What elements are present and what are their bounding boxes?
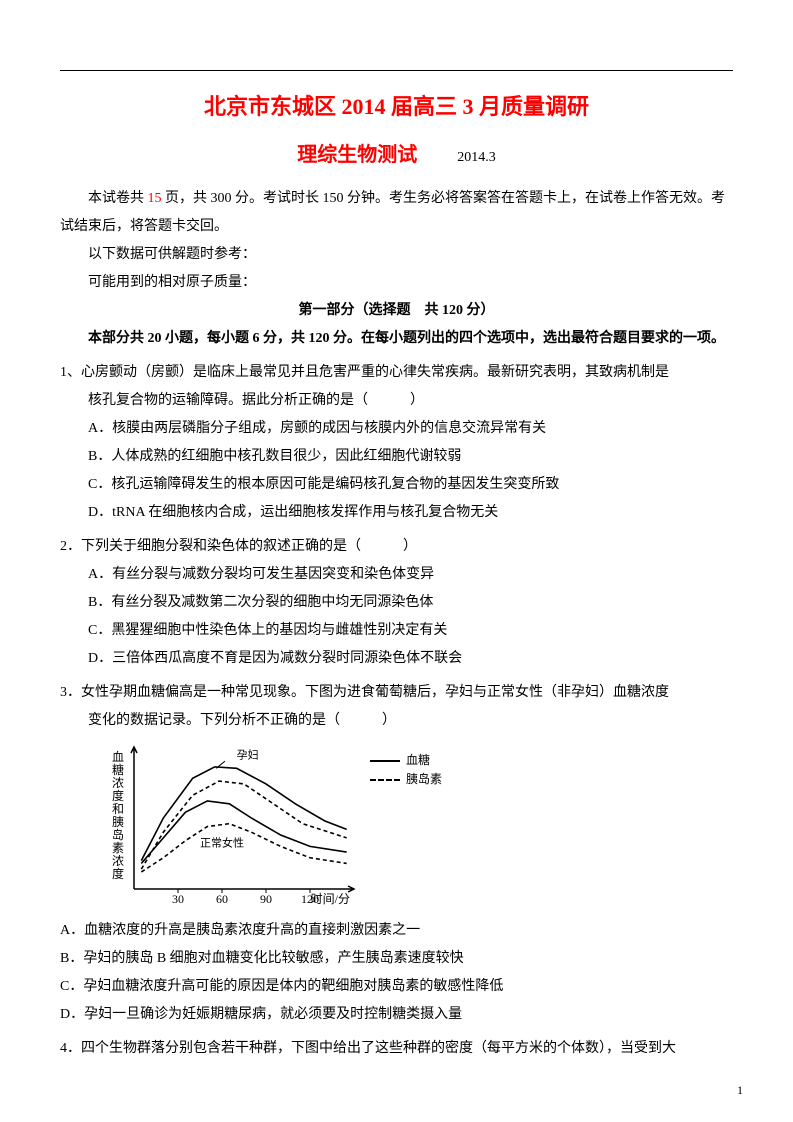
exam-page: 北京市东城区 2014 届高三 3 月质量调研 理综生物测试 2014.3 本试… <box>0 0 793 1122</box>
legend-solid-label: 血糖 <box>406 751 430 770</box>
legend-solid-row: 血糖 <box>370 751 442 770</box>
question-2: 2．下列关于细胞分裂和染色体的叙述正确的是（ ） A．有丝分裂与减数分裂均可发生… <box>60 533 733 673</box>
svg-text:浓: 浓 <box>112 854 124 868</box>
section-instruction: 本部分共 20 小题，每小题 6 分，共 120 分。在每小题列出的四个选项中，… <box>60 325 733 353</box>
svg-text:糖: 糖 <box>112 762 124 777</box>
q3-chart: 306090120时间/分血糖浓度和胰岛素浓度孕妇正常女性 血糖 胰岛素 <box>100 741 733 911</box>
svg-text:时间/分: 时间/分 <box>311 892 350 906</box>
intro-line-1: 本试卷共 15 页，共 300 分。考试时长 150 分钟。考生务必将答案答在答… <box>60 185 733 241</box>
q2-option-a: A．有丝分裂与减数分裂均可发生基因突变和染色体变异 <box>60 561 733 589</box>
svg-text:度: 度 <box>112 788 124 803</box>
intro-1-red: 15 <box>148 191 162 206</box>
q3-option-c: C．孕妇血糖浓度升高可能的原因是体内的靶细胞对胰岛素的敏感性降低 <box>60 973 733 1001</box>
svg-text:60: 60 <box>216 892 228 906</box>
svg-text:度: 度 <box>112 866 124 881</box>
page-number: 1 <box>737 1078 743 1102</box>
intro-1-pre: 本试卷共 <box>88 191 148 206</box>
q1-stem-1: 1、心房颤动（房颤）是临床上最常见并且危害严重的心律失常疾病。最新研究表明，其致… <box>60 359 733 387</box>
q2-option-b: B．有丝分裂及减数第二次分裂的细胞中均无同源染色体 <box>60 589 733 617</box>
q1-option-c: C．核孔运输障碍发生的根本原因可能是编码核孔复合物的基因发生突变所致 <box>60 471 733 499</box>
svg-text:血: 血 <box>112 750 124 764</box>
section-heading: 第一部分（选择题 共 120 分） <box>60 297 733 325</box>
svg-text:胰: 胰 <box>112 815 124 829</box>
top-rule <box>60 70 733 71</box>
legend-dash-line <box>370 779 400 781</box>
sub-title: 理综生物测试 <box>297 135 417 175</box>
q2-option-c: C．黑猩猩细胞中性染色体上的基因均与雌雄性别决定有关 <box>60 617 733 645</box>
q4-stem: 4．四个生物群落分别包含若干种群，下图中给出了这些种群的密度（每平方米的个体数）… <box>60 1035 733 1063</box>
svg-text:30: 30 <box>172 892 184 906</box>
question-1: 1、心房颤动（房颤）是临床上最常见并且危害严重的心律失常疾病。最新研究表明，其致… <box>60 359 733 527</box>
q1-stem-2: 核孔复合物的运输障碍。据此分析正确的是（ ） <box>60 387 733 415</box>
subtitle-row: 理综生物测试 2014.3 <box>60 135 733 175</box>
q3-stem-2: 变化的数据记录。下列分析不正确的是（ ） <box>60 707 733 735</box>
q3-option-b: B．孕妇的胰岛 B 细胞对血糖变化比较敏感，产生胰岛素速度较快 <box>60 945 733 973</box>
q3-stem-1: 3．女性孕期血糖偏高是一种常见现象。下图为进食葡萄糖后，孕妇与正常女性（非孕妇）… <box>60 679 733 707</box>
svg-text:和: 和 <box>112 802 124 816</box>
question-3-options: A．血糖浓度的升高是胰岛素浓度升高的直接刺激因素之一 B．孕妇的胰岛 B 细胞对… <box>60 917 733 1029</box>
q1-option-d: D．tRNA 在细胞核内合成，运出细胞核发挥作用与核孔复合物无关 <box>60 499 733 527</box>
q2-stem: 2．下列关于细胞分裂和染色体的叙述正确的是（ ） <box>60 533 733 561</box>
question-3: 3．女性孕期血糖偏高是一种常见现象。下图为进食葡萄糖后，孕妇与正常女性（非孕妇）… <box>60 679 733 735</box>
legend-dash-label: 胰岛素 <box>406 770 442 789</box>
svg-text:正常女性: 正常女性 <box>200 835 244 849</box>
q3-option-a: A．血糖浓度的升高是胰岛素浓度升高的直接刺激因素之一 <box>60 917 733 945</box>
line-chart: 306090120时间/分血糖浓度和胰岛素浓度孕妇正常女性 <box>100 741 360 911</box>
exam-date: 2014.3 <box>457 144 496 172</box>
svg-text:素: 素 <box>112 841 124 855</box>
svg-text:孕妇: 孕妇 <box>237 748 259 761</box>
intro-line-3: 可能用到的相对原子质量： <box>60 269 733 297</box>
legend-dash-row: 胰岛素 <box>370 770 442 789</box>
main-title: 北京市东城区 2014 届高三 3 月质量调研 <box>60 85 733 129</box>
q2-option-d: D．三倍体西瓜高度不育是因为减数分裂时同源染色体不联会 <box>60 645 733 673</box>
svg-text:浓: 浓 <box>112 776 124 790</box>
q3-option-d: D．孕妇一旦确诊为妊娠期糖尿病，就必须要及时控制糖类摄入量 <box>60 1001 733 1029</box>
q1-option-a: A．核膜由两层磷脂分子组成，房颤的成因与核膜内外的信息交流异常有关 <box>60 415 733 443</box>
q1-option-b: B．人体成熟的红细胞中核孔数目很少，因此红细胞代谢较弱 <box>60 443 733 471</box>
intro-line-2: 以下数据可供解题时参考： <box>60 241 733 269</box>
svg-text:岛: 岛 <box>112 827 124 842</box>
legend-solid-line <box>370 760 400 762</box>
question-4: 4．四个生物群落分别包含若干种群，下图中给出了这些种群的密度（每平方米的个体数）… <box>60 1035 733 1063</box>
svg-text:90: 90 <box>260 892 272 906</box>
chart-legend: 血糖 胰岛素 <box>370 751 442 789</box>
